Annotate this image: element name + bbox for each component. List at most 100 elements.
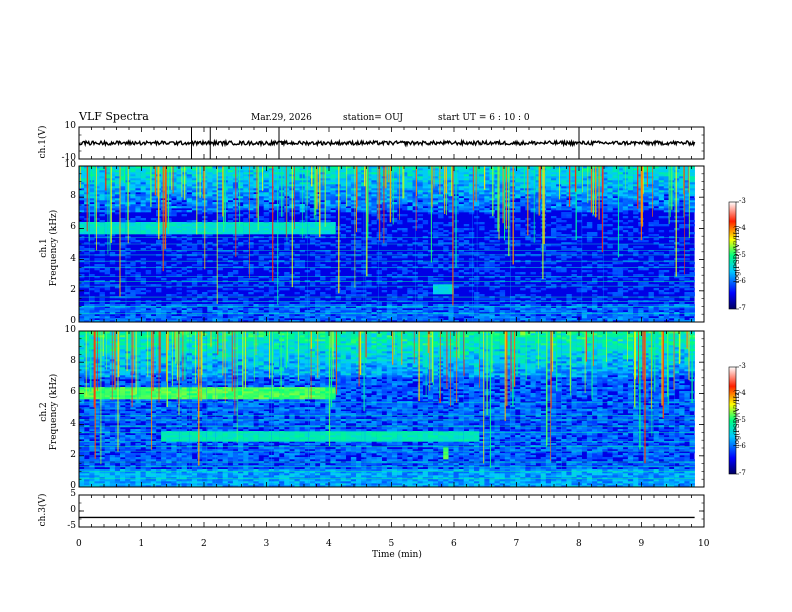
spectrogram-cell bbox=[443, 292, 448, 294]
spectrogram-cell bbox=[654, 198, 659, 200]
spectrogram-cell bbox=[423, 176, 428, 178]
spectrogram-cell bbox=[207, 182, 212, 184]
spectrogram-cell bbox=[561, 268, 566, 270]
spectrogram-cell bbox=[371, 222, 376, 224]
spectrogram-cell bbox=[566, 314, 571, 316]
spectrogram-cell bbox=[135, 180, 140, 182]
spectrogram-cell bbox=[387, 196, 392, 198]
spectrogram-cell bbox=[387, 176, 392, 178]
spectrogram-cell bbox=[454, 294, 459, 296]
spectrogram-cell bbox=[531, 192, 536, 194]
spectrogram-cell bbox=[459, 270, 464, 272]
spectrogram-cell bbox=[177, 184, 182, 186]
spectrogram-cell bbox=[228, 222, 233, 224]
spectrogram-cell bbox=[572, 278, 577, 280]
spectrogram-cell bbox=[120, 232, 125, 234]
spectrogram-cell bbox=[515, 186, 520, 188]
spectrogram-cell bbox=[607, 182, 612, 184]
spectrogram-cell bbox=[212, 310, 217, 312]
spectrogram-cell bbox=[141, 202, 146, 204]
spectrogram-cell bbox=[100, 194, 105, 196]
spectrogram-cell bbox=[402, 276, 407, 278]
spectrogram-cell bbox=[690, 204, 695, 206]
spectrogram-cell bbox=[382, 230, 387, 232]
spectrogram-cell bbox=[649, 202, 654, 204]
spectrogram-cell bbox=[397, 268, 402, 270]
spectrogram-cell bbox=[551, 184, 556, 186]
spectrogram-cell bbox=[551, 180, 556, 182]
spectrogram-cell bbox=[613, 308, 618, 310]
spectrogram-cell bbox=[690, 262, 695, 264]
spectrogram-cell bbox=[556, 188, 561, 190]
spectrogram-cell bbox=[207, 188, 212, 190]
spectrogram-cell bbox=[100, 314, 105, 316]
spectrogram-cell bbox=[464, 206, 469, 208]
spectrogram-cell bbox=[105, 210, 110, 212]
spectrogram-cell bbox=[618, 288, 623, 290]
spectrogram-cell bbox=[531, 198, 536, 200]
spectrogram-cell bbox=[443, 268, 448, 270]
spectrogram-cell bbox=[151, 196, 156, 198]
spectrogram-cell bbox=[546, 190, 551, 192]
spectrogram-cell bbox=[561, 258, 566, 260]
spectrogram-cell bbox=[341, 246, 346, 248]
spectrogram-cell bbox=[464, 194, 469, 196]
spectrogram-cell bbox=[238, 314, 243, 316]
spectrogram-cell bbox=[684, 298, 689, 300]
spectrogram-cell bbox=[443, 208, 448, 210]
spectrogram-cell bbox=[474, 304, 479, 306]
spectrogram-cell bbox=[382, 240, 387, 242]
spectrogram-cell bbox=[387, 192, 392, 194]
spectrogram-cell bbox=[346, 288, 351, 290]
spectrogram-cell bbox=[110, 302, 115, 304]
spectrogram-cell bbox=[238, 198, 243, 200]
spectrogram-cell bbox=[643, 278, 648, 280]
spectrogram-cell bbox=[341, 210, 346, 212]
spectrogram-cell bbox=[141, 196, 146, 198]
spectrogram-cell bbox=[536, 316, 541, 318]
spectrogram-cell bbox=[500, 256, 505, 258]
spectrogram-cell bbox=[330, 184, 335, 186]
spectrogram-cell bbox=[371, 220, 376, 222]
spectrogram-cell bbox=[551, 316, 556, 318]
spectrogram-cell bbox=[607, 314, 612, 316]
spectrogram-cell bbox=[582, 310, 587, 312]
spectrogram-cell bbox=[613, 258, 618, 260]
spectrogram-cell bbox=[218, 256, 223, 258]
spectrogram-cell bbox=[182, 214, 187, 216]
spectrogram-cell bbox=[531, 196, 536, 198]
spectrogram-cell bbox=[690, 208, 695, 210]
spectrogram-cell bbox=[551, 222, 556, 224]
spectrogram-cell bbox=[443, 202, 448, 204]
spectrogram-cell bbox=[382, 206, 387, 208]
spectrogram-cell bbox=[679, 224, 684, 226]
spectrogram-cell bbox=[377, 302, 382, 304]
spectrogram-cell bbox=[238, 194, 243, 196]
spectrogram-cell bbox=[484, 316, 489, 318]
spectrogram-cell bbox=[351, 192, 356, 194]
spectrogram-cell bbox=[120, 186, 125, 188]
spectrogram-cell bbox=[392, 240, 397, 242]
spectrogram-cell bbox=[182, 202, 187, 204]
spectrogram-cell bbox=[89, 182, 94, 184]
spectrogram-cell bbox=[135, 276, 140, 278]
spectrogram-cell bbox=[643, 252, 648, 254]
spectrogram-cell bbox=[218, 318, 223, 320]
spectrogram-cell bbox=[618, 282, 623, 284]
spectrogram-cell bbox=[551, 230, 556, 232]
spectrogram-cell bbox=[371, 178, 376, 180]
spectrogram-cell bbox=[269, 222, 274, 224]
spectrogram-cell bbox=[659, 216, 664, 218]
spectrogram-cell bbox=[469, 262, 474, 264]
spectrogram-cell bbox=[495, 292, 500, 294]
spectrogram-cell bbox=[623, 276, 628, 278]
spectrogram-cell bbox=[151, 222, 156, 224]
spectrogram-cell bbox=[479, 184, 484, 186]
spectrogram-cell bbox=[218, 210, 223, 212]
spectrogram-cell bbox=[479, 226, 484, 228]
spectrogram-cell bbox=[243, 240, 248, 242]
spectrogram-cell bbox=[690, 198, 695, 200]
spectrogram-cell bbox=[310, 234, 315, 236]
spectrogram-cell bbox=[489, 192, 494, 194]
spectrogram-cell bbox=[182, 240, 187, 242]
